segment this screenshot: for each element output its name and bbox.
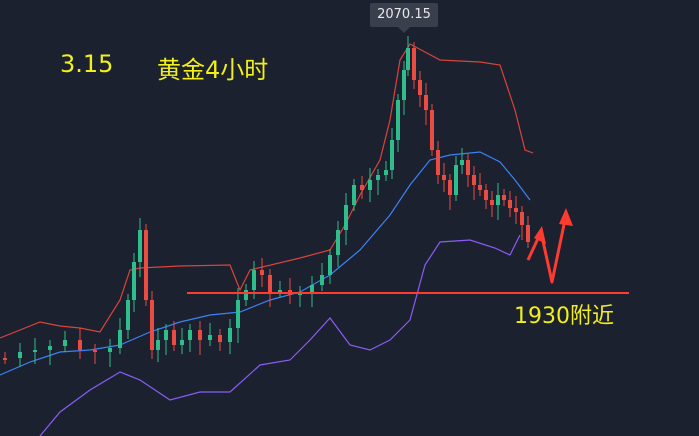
candle-body bbox=[164, 330, 168, 340]
candle-body bbox=[490, 200, 494, 205]
candle-body bbox=[360, 185, 364, 190]
projection-arrow-path bbox=[526, 214, 568, 284]
candle-body bbox=[436, 150, 440, 175]
candle-body bbox=[418, 80, 422, 95]
candle-body bbox=[126, 300, 130, 330]
candle-body bbox=[260, 270, 264, 275]
candle-body bbox=[268, 275, 272, 292]
candle-body bbox=[336, 230, 340, 255]
support-level-label: 1930附近 bbox=[514, 304, 614, 329]
peak-price-label: 2070.15 bbox=[370, 3, 438, 33]
projection-arrow-head-small bbox=[534, 226, 546, 244]
candle-body bbox=[412, 48, 416, 80]
candle-body bbox=[478, 185, 482, 190]
candle-body bbox=[442, 175, 446, 180]
candle-body bbox=[3, 358, 7, 360]
candle-body bbox=[150, 300, 154, 350]
candle-body bbox=[496, 195, 500, 205]
candle-body bbox=[352, 185, 356, 205]
candle-body bbox=[188, 330, 192, 340]
candle-body bbox=[320, 275, 324, 285]
candle-body bbox=[218, 335, 222, 342]
candle-body bbox=[424, 95, 428, 110]
chart-date: 3.15 bbox=[60, 50, 114, 78]
annotations bbox=[187, 208, 629, 294]
candle-body bbox=[144, 230, 148, 300]
candle-body bbox=[138, 230, 142, 262]
bollinger-upper-line bbox=[0, 43, 534, 339]
candle-body bbox=[278, 290, 282, 292]
candle-body bbox=[514, 208, 518, 212]
bollinger-lower-line bbox=[39, 234, 521, 436]
candle-body bbox=[390, 140, 394, 170]
candle-body bbox=[384, 170, 388, 175]
candle-body bbox=[236, 300, 240, 328]
candle-body bbox=[310, 285, 314, 292]
chart-title: 黄金4小时 bbox=[157, 56, 269, 84]
candle-body bbox=[472, 175, 476, 185]
candle-body bbox=[402, 70, 406, 100]
candle-body bbox=[108, 348, 112, 352]
candle-body bbox=[328, 255, 332, 275]
candle-body bbox=[466, 160, 470, 175]
candle-body bbox=[156, 340, 160, 350]
candle-body bbox=[172, 330, 176, 345]
candle-body bbox=[448, 180, 452, 195]
candle-body bbox=[78, 340, 82, 350]
candle-body bbox=[508, 200, 512, 208]
candle-body bbox=[63, 340, 67, 346]
candle-body bbox=[406, 48, 410, 70]
candle-body bbox=[376, 175, 380, 180]
candle-body bbox=[252, 270, 256, 290]
candle-body bbox=[48, 346, 52, 350]
candle-body bbox=[18, 352, 22, 358]
candle-body bbox=[132, 262, 136, 300]
candle-body bbox=[208, 335, 212, 340]
candle-body bbox=[520, 212, 524, 225]
candle-body bbox=[198, 330, 202, 340]
candle-body bbox=[180, 340, 184, 345]
candle-body bbox=[368, 180, 372, 190]
candle-body bbox=[460, 160, 464, 165]
candle-body bbox=[118, 330, 122, 348]
candle-body bbox=[93, 350, 97, 352]
bollinger-bands bbox=[0, 43, 534, 436]
candle-body bbox=[526, 225, 530, 242]
projection-arrow-head bbox=[559, 208, 573, 226]
candle-body bbox=[430, 110, 434, 150]
candle-body bbox=[244, 290, 248, 300]
candle-body bbox=[33, 350, 37, 352]
candle-body bbox=[396, 100, 400, 140]
candle-body bbox=[228, 328, 232, 342]
candle-body bbox=[454, 165, 458, 195]
candle-body bbox=[484, 190, 488, 200]
candlesticks bbox=[3, 36, 530, 367]
candle-body bbox=[502, 195, 506, 200]
candle-body bbox=[344, 205, 348, 230]
